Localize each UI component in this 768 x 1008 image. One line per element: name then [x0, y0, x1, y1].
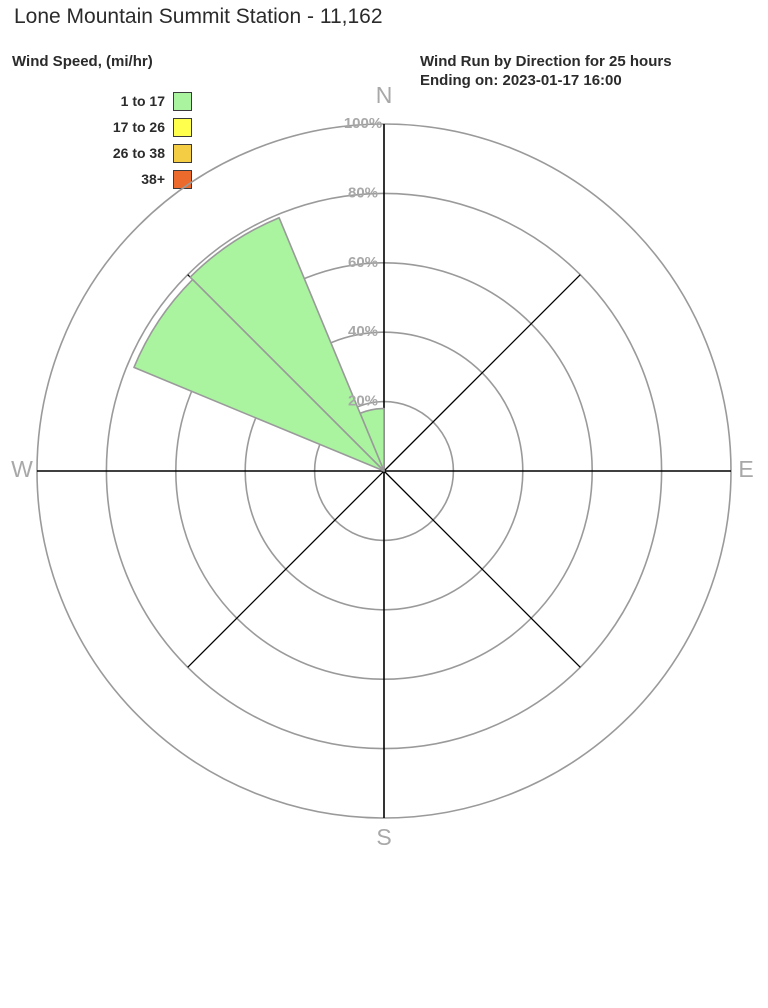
legend-title: Wind Speed, (mi/hr) [12, 53, 153, 70]
wind-rose-sector-wnw [133, 278, 385, 472]
cardinal-label-west: W [11, 456, 33, 482]
radial-tick-label: 60% [348, 254, 378, 271]
radial-axis-labels: 20% 40% 60% 80% 100% [344, 115, 382, 410]
cardinal-direction-labels: N E S W [11, 82, 754, 850]
cardinal-label-south: S [376, 824, 391, 850]
legend-item[interactable]: 1 to 17 [12, 88, 192, 114]
legend-item[interactable]: 17 to 26 [12, 114, 192, 140]
legend-item-label: 38+ [141, 171, 165, 187]
legend-item-label: 26 to 38 [112, 145, 165, 161]
wind-rose-sector-nw [189, 216, 385, 472]
legend: 1 to 17 17 to 26 26 to 38 38+ [12, 88, 192, 192]
legend-color-swatch [173, 143, 192, 163]
legend-item-label: 1 to 17 [120, 93, 165, 109]
wind-rose-sectors [133, 216, 385, 472]
radial-tick-label: 80% [348, 184, 378, 201]
radial-tick-label: 20% [348, 393, 378, 410]
spoke-diagonal [383, 470, 581, 668]
chart-subtitle: Wind Run by Direction for 25 hours Endin… [420, 52, 672, 90]
radial-tick-label: 100% [344, 115, 382, 132]
subtitle-line-1: Wind Run by Direction for 25 hours [420, 53, 672, 70]
subtitle-line-2: Ending on: 2023-01-17 16:00 [420, 72, 622, 89]
cardinal-label-north: N [376, 82, 393, 108]
legend-item[interactable]: 26 to 38 [12, 140, 192, 166]
legend-color-swatch [173, 117, 192, 137]
page-title: Lone Mountain Summit Station - 11,162 [14, 5, 383, 28]
radial-tick-label: 40% [348, 323, 378, 340]
legend-color-swatch [173, 91, 192, 111]
spoke-diagonal [383, 274, 581, 472]
legend-item-label: 17 to 26 [112, 119, 165, 135]
spoke-diagonal [187, 470, 385, 668]
cardinal-label-east: E [738, 456, 753, 482]
